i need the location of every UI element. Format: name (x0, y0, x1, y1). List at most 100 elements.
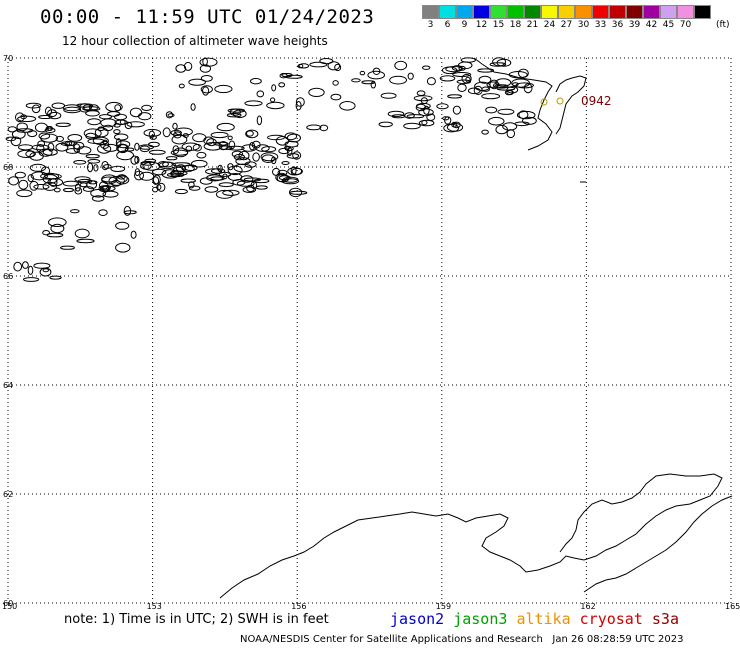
ice-contour (124, 147, 135, 152)
ice-contour (38, 132, 51, 140)
ice-contour (216, 122, 235, 132)
longitude-label: 150 (2, 602, 17, 611)
ice-contour (148, 149, 166, 155)
satellite-jason3: jason3 (453, 610, 517, 628)
ice-contour (281, 161, 290, 165)
ice-contour (246, 184, 255, 193)
ice-contour (55, 142, 69, 152)
ice-contour (53, 187, 61, 193)
latitude-label: 68 (3, 163, 13, 172)
ice-contour (200, 75, 213, 82)
coastline-south (219, 473, 733, 599)
ice-contour (281, 178, 300, 185)
ice-contour (452, 72, 472, 77)
ice-contour (255, 185, 268, 190)
ice-contour (272, 167, 281, 176)
ice-contour (29, 180, 39, 191)
ice-contour (116, 150, 134, 161)
ice-contour (481, 129, 489, 135)
legend-swatch (592, 5, 609, 19)
map-subtitle: 12 hour collection of altimeter wave hei… (62, 34, 328, 48)
ice-contour (233, 163, 253, 173)
ice-contour (309, 61, 328, 68)
ice-contour (185, 145, 193, 152)
legend-swatch (643, 5, 660, 19)
legend-label: 42 (645, 20, 658, 30)
legend-label: 24 (543, 20, 556, 30)
ice-contour (18, 179, 29, 190)
ice-contour (73, 160, 87, 165)
ice-contour (378, 121, 393, 128)
ice-contour (492, 57, 507, 67)
legend-swatch (609, 5, 626, 19)
ice-contour (496, 86, 516, 91)
ice-contour (66, 141, 73, 146)
ice-contour (51, 102, 66, 109)
ice-contour (266, 101, 285, 110)
ice-contour (114, 113, 127, 121)
ice-contour (278, 82, 286, 88)
ice-contour (134, 142, 140, 151)
ice-contour (82, 104, 93, 111)
ice-contour (108, 175, 125, 186)
ice-contour (481, 93, 501, 100)
ice-contour (143, 128, 162, 137)
ice-contour (5, 136, 16, 142)
ice-contour (295, 97, 305, 107)
latitude-label: 70 (3, 54, 13, 63)
ice-contour (278, 147, 290, 155)
ice-contour (152, 174, 161, 185)
ice-contour (93, 164, 99, 172)
ice-contour (291, 167, 303, 175)
ice-contour (281, 73, 293, 78)
ice-contour (210, 168, 226, 174)
ice-contour (139, 171, 155, 181)
ice-contour (415, 103, 427, 112)
ice-contour (18, 144, 34, 151)
latitude-label: 62 (3, 490, 13, 499)
ice-contour (152, 168, 167, 176)
ice-contour (227, 163, 234, 171)
ice-contour (8, 176, 20, 186)
ice-contour (452, 105, 461, 115)
ice-contour (102, 185, 111, 190)
ice-contour (227, 135, 233, 141)
ice-contour (261, 154, 275, 163)
ice-contour (33, 184, 50, 190)
ice-contour (297, 63, 304, 69)
ice-contour (235, 157, 251, 166)
ice-contour (86, 180, 98, 190)
ice-contour (175, 64, 187, 73)
ice-contour (204, 186, 219, 193)
ice-contour (30, 171, 48, 181)
ice-contour (452, 121, 461, 129)
ice-contour (270, 97, 276, 103)
footer-note: note: 1) Time is in UTC; 2) SWH is in fe… (64, 612, 329, 627)
ice-contour (292, 151, 302, 160)
ice-contour (27, 265, 34, 275)
ice-contour (33, 262, 51, 269)
ice-contour (102, 164, 112, 169)
ice-contour (76, 103, 94, 108)
ice-contour (63, 106, 82, 114)
ice-contour (148, 130, 155, 139)
ice-contour (461, 73, 472, 84)
ice-contour (157, 182, 166, 192)
ice-contour (286, 133, 301, 143)
ice-contour (242, 186, 257, 193)
ice-contour (126, 121, 145, 128)
ice-contour (184, 164, 198, 171)
latitude-label: 64 (3, 381, 13, 390)
longitude-label: 165 (725, 602, 740, 611)
ice-contour (244, 100, 263, 107)
ice-contour (228, 140, 236, 150)
ice-contours (5, 57, 537, 282)
ice-contour (113, 129, 121, 135)
ice-contour (42, 268, 49, 273)
ice-contour (37, 140, 46, 147)
legend-swatch (677, 5, 694, 19)
ice-contour (115, 221, 130, 230)
ice-contour (232, 109, 247, 119)
ice-contour (210, 176, 225, 181)
